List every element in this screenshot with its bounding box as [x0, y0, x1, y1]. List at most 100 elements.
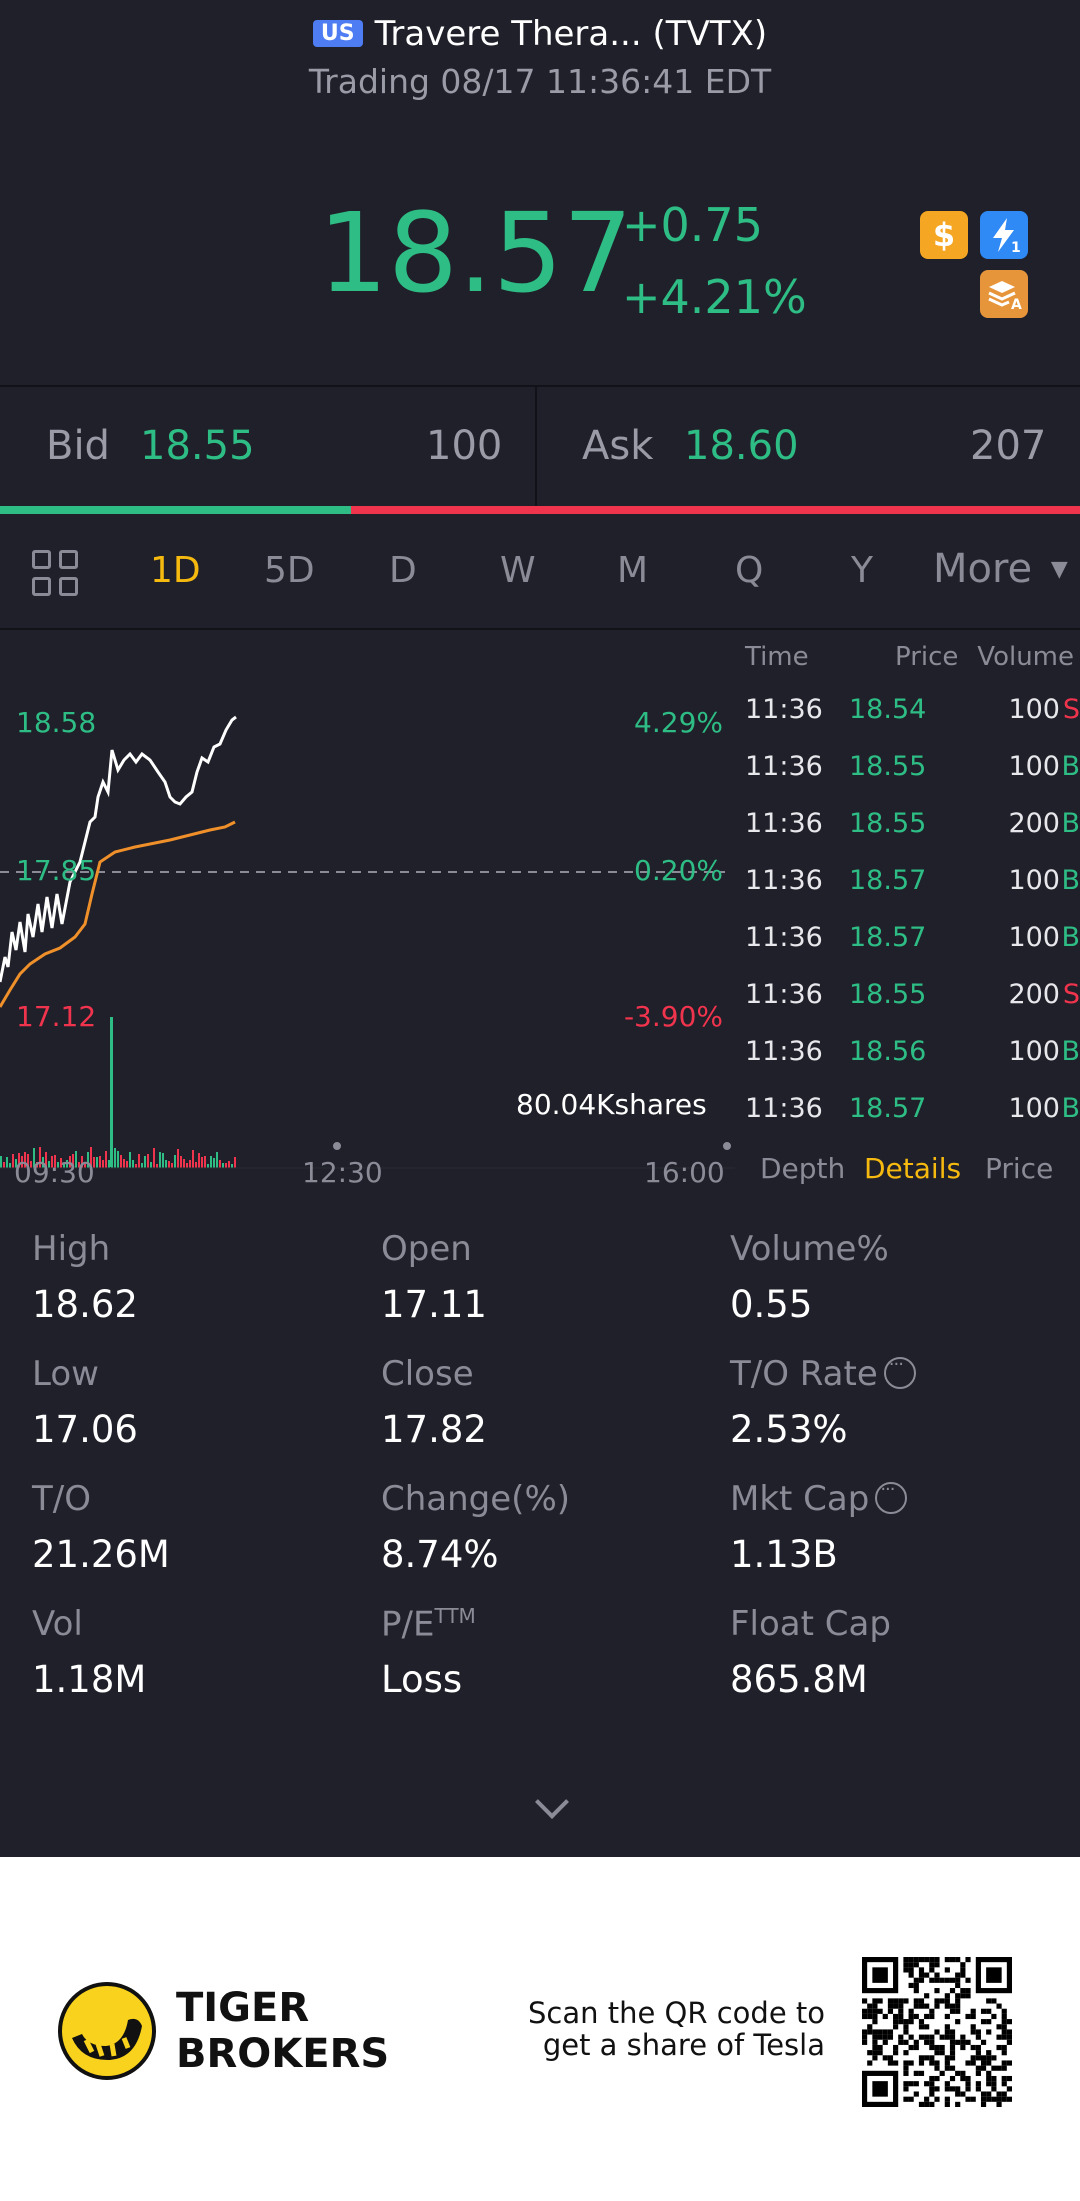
trade-row: 11:36 18.54 100 S	[735, 694, 1080, 751]
stat-label: P/ETTM	[381, 1604, 476, 1644]
stat-label: Float Cap	[730, 1604, 891, 1644]
chart-mid-pct: 0.20%	[634, 854, 723, 887]
stat-value: 1.18M	[32, 1658, 147, 1701]
more-info-icon[interactable]	[875, 1479, 908, 1514]
stat-label[interactable]: Mkt Cap	[730, 1479, 908, 1519]
stat-value: 18.62	[32, 1283, 138, 1326]
tab-d[interactable]: D	[389, 550, 417, 591]
chart-mid-label: 17.85	[16, 854, 97, 887]
stat-value: Loss	[381, 1658, 463, 1701]
chart-canvas	[0, 715, 735, 1169]
stat-label-text: Vol	[32, 1604, 83, 1644]
bid-ask-divider	[535, 387, 537, 509]
chart-volume-label: 80.04Kshares	[516, 1088, 707, 1121]
stat-label: Open	[381, 1229, 472, 1269]
bid-ratio-bar	[0, 506, 351, 514]
tab-price[interactable]: Price	[985, 1152, 1054, 1185]
intraday-chart[interactable]: 18.58 17.85 17.12 4.29% 0.20% -3.90% 80.…	[0, 632, 735, 1192]
trade-side: S	[1062, 979, 1080, 1010]
stack-icon[interactable]: A	[980, 270, 1028, 318]
stat-value: 17.06	[32, 1408, 138, 1451]
stock-title[interactable]: US Travere Thera... (TVTX)	[0, 14, 1080, 54]
trade-time: 11:36	[745, 979, 823, 1010]
trade-row: 11:36 18.57 100 B	[735, 922, 1080, 979]
tab-y[interactable]: Y	[851, 550, 873, 591]
trade-row: 11:36 18.57 100 B	[735, 865, 1080, 922]
trade-row: 11:36 18.55 200 B	[735, 808, 1080, 865]
scan-line-2: get a share of Tesla	[542, 2028, 825, 2062]
tab-more-label: More	[933, 546, 1033, 592]
tab-w[interactable]: W	[500, 550, 536, 591]
tab-q[interactable]: Q	[735, 550, 764, 591]
trade-time: 11:36	[745, 808, 823, 839]
trade-volume: 100	[1008, 694, 1060, 725]
stat-label-text: Volume%	[730, 1229, 889, 1269]
stat-value: 17.11	[381, 1283, 487, 1326]
scan-promo-text: Scan the QR code to get a share of Tesla	[490, 1997, 825, 2061]
tab-1d[interactable]: 1D	[150, 550, 201, 591]
x-label-mid: 12:30	[302, 1156, 383, 1189]
chart-low-pct: -3.90%	[623, 1000, 723, 1033]
grid-icon[interactable]	[32, 550, 80, 598]
trade-price: 18.56	[849, 1036, 927, 1067]
brand-line-1: TIGER	[176, 1985, 310, 2031]
stat-label: Vol	[32, 1604, 83, 1644]
trade-time: 11:36	[745, 865, 823, 896]
svg-text:1: 1	[1011, 240, 1021, 254]
trades-header-volume: Volume	[977, 642, 1074, 672]
stat-label-text: Mkt Cap	[730, 1479, 870, 1519]
stat-label-text: Change(%)	[381, 1479, 571, 1519]
trade-time: 11:36	[745, 694, 823, 725]
stat-label: Volume%	[730, 1229, 889, 1269]
stat-label-text: High	[32, 1229, 111, 1269]
more-info-icon[interactable]	[883, 1354, 916, 1389]
lightning-icon[interactable]: 1	[980, 211, 1028, 259]
trade-price: 18.55	[849, 751, 927, 782]
trade-volume: 100	[1008, 865, 1060, 896]
bid-ask-panel[interactable]: Bid 18.55 100 Ask 18.60 207	[0, 385, 1080, 509]
chart-high-label: 18.58	[16, 706, 97, 739]
stat-label: T/O	[32, 1479, 91, 1519]
trade-volume: 100	[1008, 1093, 1060, 1124]
trade-side: B	[1061, 808, 1080, 839]
stat-value: 2.53%	[730, 1408, 848, 1451]
chart-low-label: 17.12	[16, 1000, 97, 1033]
trade-volume: 100	[1008, 1036, 1060, 1067]
trade-details-panel[interactable]: Time Price Volume 11:36 18.54 100 S 11:36 18.…	[735, 632, 1080, 1192]
trade-price: 18.57	[849, 1093, 927, 1124]
last-price: 18.57	[318, 189, 633, 317]
tab-m[interactable]: M	[617, 550, 649, 591]
qr-code-icon[interactable]	[862, 1957, 1012, 2107]
ask-label: Ask	[582, 423, 654, 469]
stat-label[interactable]: T/O Rate	[730, 1354, 916, 1394]
tab-more[interactable]: More ▼	[933, 546, 1068, 592]
stat-label: Close	[381, 1354, 474, 1394]
trade-price: 18.54	[849, 694, 927, 725]
trade-volume: 200	[1008, 808, 1060, 839]
trade-price: 18.55	[849, 979, 927, 1010]
trade-side: B	[1061, 1093, 1080, 1124]
stat-value: 21.26M	[32, 1533, 170, 1576]
stats-grid: High 18.62 Open 17.11 Volume% 0.55 Low 17.06 Clo…	[0, 1205, 1080, 1855]
tab-details[interactable]: Details	[864, 1152, 962, 1185]
tab-depth[interactable]: Depth	[760, 1152, 846, 1185]
trades-header-price: Price	[895, 642, 959, 672]
stat-value: 865.8M	[730, 1658, 868, 1701]
dollar-icon[interactable]: $	[920, 211, 968, 259]
bid-quantity: 100	[426, 423, 503, 469]
average-price-line	[0, 820, 236, 1008]
trade-side: B	[1061, 922, 1080, 953]
trade-side: B	[1061, 865, 1080, 896]
trade-row: 11:36 18.55 200 S	[735, 979, 1080, 1036]
brand-line-2: BROKERS	[176, 2031, 390, 2077]
stat-value: 17.82	[381, 1408, 487, 1451]
stock-name: Travere Thera... (TVTX)	[374, 14, 768, 54]
trade-time: 11:36	[745, 751, 823, 782]
tab-5d[interactable]: 5D	[264, 550, 315, 591]
volume-bars	[110, 1017, 113, 1167]
svg-text:A: A	[1011, 297, 1022, 311]
price-change: +0.75	[622, 198, 763, 252]
trade-row: 11:36 18.57 100 B	[735, 1093, 1080, 1150]
stat-label: Change(%)	[381, 1479, 570, 1519]
trade-row: 11:36 18.56 100 B	[735, 1036, 1080, 1093]
